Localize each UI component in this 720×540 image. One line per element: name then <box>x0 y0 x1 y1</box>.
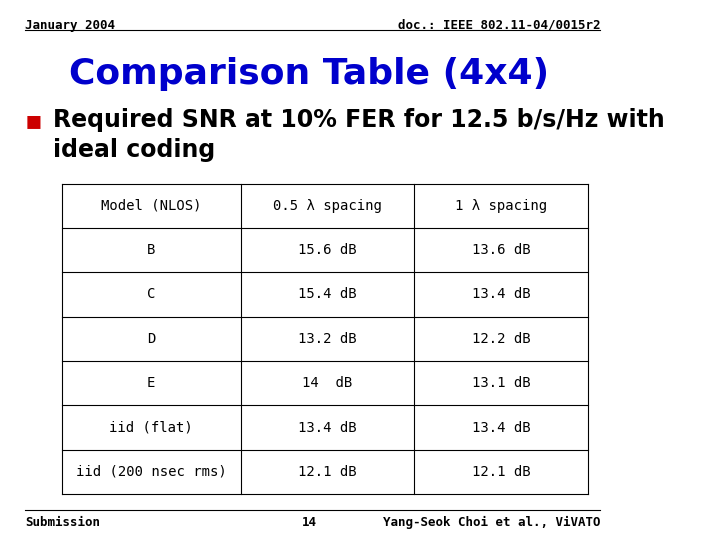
Text: Comparison Table (4x4): Comparison Table (4x4) <box>69 57 549 91</box>
Text: 14  dB: 14 dB <box>302 376 353 390</box>
Text: January 2004: January 2004 <box>24 19 114 32</box>
Text: 0.5 λ spacing: 0.5 λ spacing <box>273 199 382 213</box>
Text: E: E <box>147 376 156 390</box>
Text: 13.4 dB: 13.4 dB <box>472 287 531 301</box>
Text: ▪: ▪ <box>24 108 42 134</box>
Text: 15.6 dB: 15.6 dB <box>298 243 357 257</box>
Text: B: B <box>147 243 156 257</box>
Text: Submission: Submission <box>24 516 100 529</box>
Text: Required SNR at 10% FER for 12.5 b/s/Hz with: Required SNR at 10% FER for 12.5 b/s/Hz … <box>53 108 665 132</box>
Text: iid (flat): iid (flat) <box>109 421 193 435</box>
Text: ideal coding: ideal coding <box>53 138 215 161</box>
Text: 13.4 dB: 13.4 dB <box>298 421 357 435</box>
Text: 1 λ spacing: 1 λ spacing <box>455 199 547 213</box>
Text: Yang-Seok Choi et al., ViVATO: Yang-Seok Choi et al., ViVATO <box>383 516 600 529</box>
Text: doc.: IEEE 802.11-04/0015r2: doc.: IEEE 802.11-04/0015r2 <box>397 19 600 32</box>
Text: Model (NLOS): Model (NLOS) <box>101 199 202 213</box>
Text: 13.6 dB: 13.6 dB <box>472 243 531 257</box>
Text: 13.2 dB: 13.2 dB <box>298 332 357 346</box>
Text: iid (200 nsec rms): iid (200 nsec rms) <box>76 465 227 479</box>
Text: 13.4 dB: 13.4 dB <box>472 421 531 435</box>
Text: 13.1 dB: 13.1 dB <box>472 376 531 390</box>
Text: D: D <box>147 332 156 346</box>
Text: C: C <box>147 287 156 301</box>
Text: 15.4 dB: 15.4 dB <box>298 287 357 301</box>
Text: 12.1 dB: 12.1 dB <box>298 465 357 479</box>
Text: 12.2 dB: 12.2 dB <box>472 332 531 346</box>
Text: 14: 14 <box>302 516 317 529</box>
Text: 12.1 dB: 12.1 dB <box>472 465 531 479</box>
